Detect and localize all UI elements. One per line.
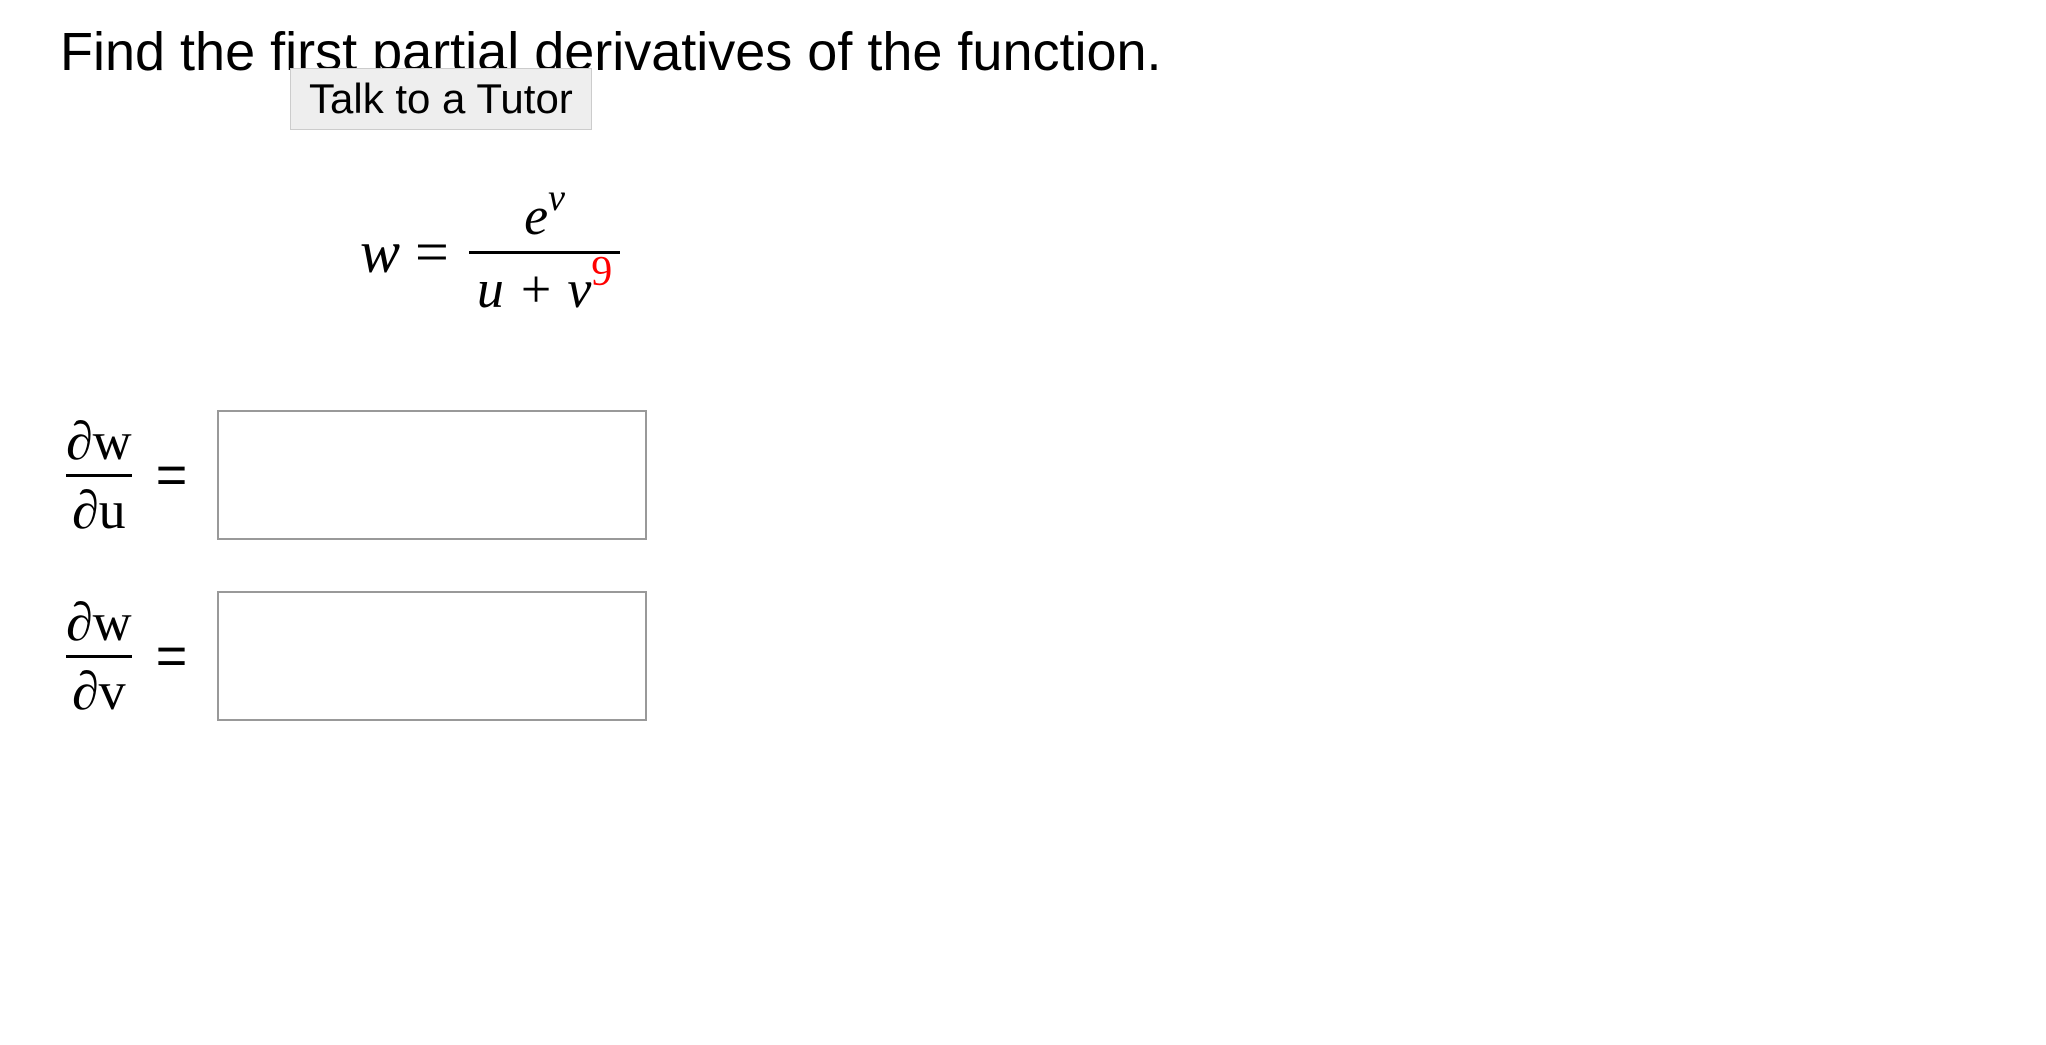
answer-section: ∂w ∂u = ∂w ∂v = [60, 410, 1986, 722]
answer-input-dv[interactable] [217, 591, 647, 721]
numerator-base: e [524, 186, 548, 246]
talk-to-tutor-button[interactable]: Talk to a Tutor [290, 68, 592, 130]
partial-numerator: ∂w [60, 410, 138, 474]
question-prompt: Find the first partial derivatives of th… [60, 22, 1162, 82]
equation-var-w: w [360, 219, 400, 285]
numerator-exponent: v [548, 177, 565, 219]
equation-denominator: u + v9 [469, 251, 620, 320]
equation-equals: = [400, 219, 449, 285]
answer-input-du[interactable] [217, 410, 647, 540]
equation-fraction: ev u + v9 [469, 185, 620, 320]
answer-row-du: ∂w ∂u = [60, 410, 1986, 541]
question-text: Find the first partial derivatives of th… [60, 20, 1986, 85]
partial-denominator: ∂u [66, 474, 132, 541]
partial-numerator: ∂w [60, 591, 138, 655]
denominator-exponent: 9 [591, 249, 612, 295]
equals-sign: = [156, 444, 188, 506]
denominator-expression: u + v [477, 259, 591, 319]
equation-numerator: ev [516, 185, 573, 251]
partial-dw-dv-label: ∂w ∂v [60, 591, 138, 722]
function-equation: w = ev u + v9 [360, 185, 1986, 320]
partial-denominator: ∂v [66, 655, 132, 722]
equals-sign: = [156, 625, 188, 687]
partial-dw-du-label: ∂w ∂u [60, 410, 138, 541]
equation-lhs: w = [360, 218, 449, 287]
answer-row-dv: ∂w ∂v = [60, 591, 1986, 722]
